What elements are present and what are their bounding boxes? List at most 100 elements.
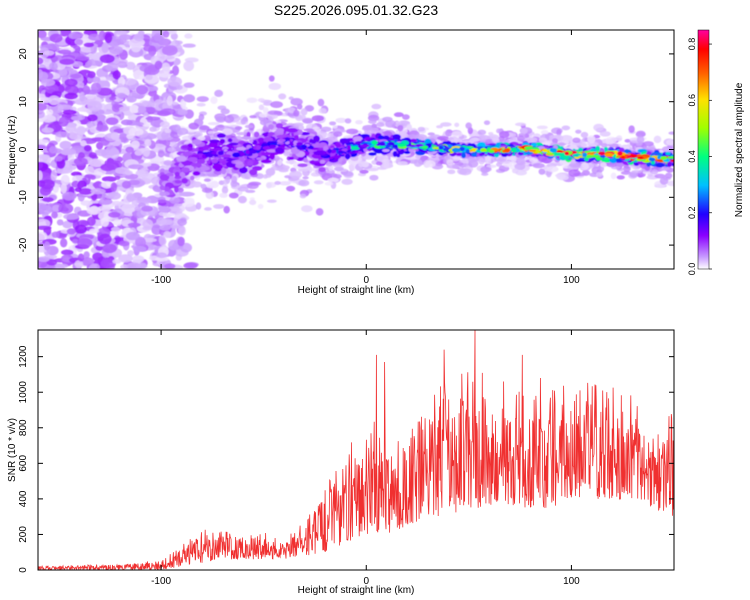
heatmap-cell: [636, 135, 645, 144]
heatmap-cell: [552, 138, 558, 144]
heatmap-cell: [46, 259, 58, 266]
heatmap-cell: [246, 131, 251, 138]
heatmap-cell: [111, 200, 122, 206]
heatmap-cell: [88, 158, 105, 168]
heatmap-cell: [61, 249, 74, 256]
heatmap-cell: [478, 157, 485, 165]
heatmap-cell: [135, 236, 146, 248]
heatmap-cell: [524, 133, 530, 139]
heatmap-cell: [199, 125, 210, 131]
heatmap-cell: [38, 161, 49, 172]
heatmap-cell: [158, 206, 169, 210]
heatmap-cell: [289, 170, 303, 179]
heatmap-cell: [671, 146, 674, 154]
heatmap-cell: [212, 127, 219, 132]
heatmap-cell: [57, 49, 72, 55]
heatmap-cell: [91, 52, 102, 61]
heatmap-cell: [238, 140, 246, 145]
heatmap-cell: [319, 159, 326, 164]
heatmap-cell: [651, 169, 659, 175]
heatmap-cell: [43, 241, 51, 251]
heatmap-cell: [373, 147, 385, 154]
heatmap-cell: [514, 122, 527, 127]
heatmap-cell: [168, 239, 179, 251]
heatmap-cell: [141, 100, 152, 108]
heatmap-cell: [169, 225, 183, 229]
heatmap-cell: [512, 168, 519, 174]
heatmap-cell: [580, 131, 589, 138]
heatmap-cell: [111, 103, 121, 113]
heatmap-cell: [181, 167, 190, 173]
heatmap-cell: [450, 142, 457, 146]
heatmap-cell: [38, 102, 47, 111]
heatmap-cell: [199, 173, 210, 177]
heatmap-cell: [599, 131, 611, 137]
heatmap-cell: [465, 122, 472, 130]
heatmap-cell: [66, 228, 76, 235]
heatmap-cell: [351, 150, 356, 154]
heatmap-cell: [183, 262, 198, 269]
heatmap-cell: [182, 43, 196, 48]
heatmap-cell: [468, 156, 476, 164]
heatmap-cell: [125, 61, 136, 70]
heatmap-cell: [225, 176, 231, 184]
heatmap-cell: [155, 256, 169, 262]
heatmap-cell: [442, 141, 450, 145]
heatmap-cell: [587, 135, 596, 144]
heatmap-cell: [269, 153, 275, 160]
heatmap-cell: [158, 36, 166, 46]
heatmap-cell: [235, 132, 248, 136]
heatmap-cell: [60, 174, 70, 186]
heatmap-cell: [72, 61, 84, 68]
heatmap-cell: [192, 171, 201, 176]
heatmap-cell: [595, 171, 603, 177]
heatmap-cell: [358, 160, 366, 168]
heatmap-cell: [87, 114, 98, 122]
heatmap-cell: [561, 125, 571, 131]
heatmap-cell: [268, 75, 275, 82]
heatmap-cell: [86, 216, 96, 227]
heatmap-cell: [183, 197, 195, 204]
heatmap-cell: [402, 114, 410, 120]
heatmap-cell: [110, 182, 118, 193]
heatmap-cell: [125, 231, 140, 241]
heatmap-cell: [345, 153, 351, 160]
heatmap-cell: [86, 206, 102, 215]
heatmap-cell: [132, 245, 147, 253]
heatmap-cell: [82, 85, 91, 95]
heatmap-cell: [207, 130, 216, 135]
heatmap-cell: [75, 55, 90, 61]
heatmap-cell: [313, 180, 324, 185]
heatmap-cell: [177, 108, 188, 116]
heatmap-cell: [122, 78, 137, 86]
heatmap-cell: [249, 197, 255, 201]
heatmap-cell: [68, 129, 84, 140]
heatmap-cell: [628, 125, 635, 133]
heatmap-cell: [268, 82, 282, 91]
heatmap-cell: [128, 127, 144, 136]
heatmap-cell: [290, 98, 303, 106]
heatmap-cell: [187, 147, 193, 151]
heatmap-cell: [436, 125, 443, 129]
heatmap-cell: [381, 161, 393, 169]
heatmap-cell: [359, 169, 369, 174]
heatmap-cell: [77, 253, 85, 262]
heatmap-cell: [51, 231, 60, 238]
heatmap-cell: [127, 222, 141, 228]
heatmap-cell: [279, 181, 291, 186]
heatmap-cell: [176, 127, 189, 136]
heatmap-cell: [216, 133, 226, 139]
heatmap-cell: [253, 131, 260, 138]
heatmap-cell: [50, 170, 58, 181]
heatmap-cell: [668, 131, 674, 135]
heatmap-cell: [170, 32, 178, 40]
heatmap-cell: [392, 134, 401, 140]
heatmap-cell: [240, 136, 252, 140]
heatmap-cell: [105, 63, 119, 72]
heatmap-cell: [620, 170, 632, 175]
heatmap-cell: [95, 124, 109, 132]
heatmap-cell: [204, 207, 212, 211]
heatmap-cell: [275, 127, 285, 134]
heatmap-cell: [361, 127, 372, 131]
